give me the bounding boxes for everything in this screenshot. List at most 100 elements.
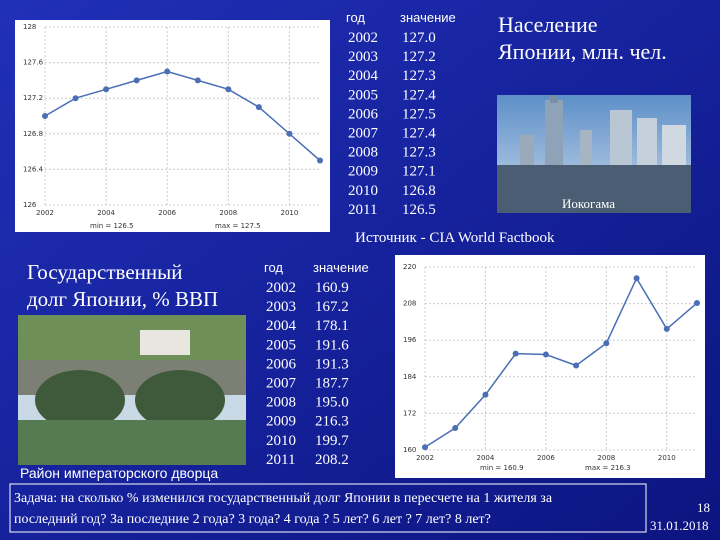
table-cell: 2011 (348, 202, 377, 218)
x-tick-label: 2004 (97, 209, 115, 217)
table-header: год (346, 10, 365, 25)
table-cell: 2003 (266, 299, 296, 315)
y-tick-label: 127.2 (23, 94, 43, 102)
y-tick-label: 208 (403, 300, 416, 308)
y-tick-label: 126.4 (23, 165, 44, 173)
point (603, 340, 610, 347)
table-cell: 126.5 (402, 202, 436, 218)
table-cell: 127.1 (402, 164, 436, 180)
line (44, 70, 321, 162)
table-cell: 187.7 (315, 376, 349, 392)
x-tick-label: 2002 (36, 209, 54, 217)
y-tick-label: 172 (403, 409, 416, 417)
y-tick-label: 160 (403, 446, 416, 454)
annotation: min = 126.5 (90, 222, 134, 230)
population-title: Население (498, 12, 598, 37)
table-cell: 2011 (266, 452, 295, 468)
table-cell: 2004 (266, 318, 297, 334)
point (72, 95, 79, 102)
date: 31.01.2018 (650, 518, 709, 533)
y-tick-label: 220 (403, 263, 416, 271)
table-cell: 191.3 (315, 356, 349, 372)
table-cell: 2003 (348, 49, 378, 65)
chart-area (15, 20, 330, 232)
point (633, 275, 640, 282)
table-cell: 2008 (348, 145, 378, 161)
point (42, 113, 48, 119)
point (694, 299, 700, 306)
table-cell: 216.3 (315, 414, 349, 430)
table-cell: 127.4 (402, 87, 436, 103)
table-cell: 2004 (348, 68, 379, 84)
bridge-photo (18, 315, 246, 465)
x-tick-label: 2008 (597, 454, 615, 462)
point (482, 391, 489, 398)
point (286, 130, 293, 137)
table-cell: 2002 (348, 30, 378, 46)
x-tick-label: 2010 (658, 454, 676, 462)
table-cell: 2006 (348, 106, 379, 122)
table-cell: 2007 (348, 126, 379, 142)
table-cell: 167.2 (315, 299, 349, 315)
point (103, 86, 110, 93)
y-tick-label: 126 (23, 201, 37, 209)
point (317, 157, 323, 164)
point (452, 425, 459, 432)
point (542, 351, 549, 358)
x-tick-label: 2010 (281, 209, 299, 217)
table-cell: 2010 (348, 183, 378, 199)
table-cell: 2009 (348, 164, 378, 180)
table-cell: 2005 (348, 87, 378, 103)
point (422, 444, 428, 451)
table-cell: 2002 (266, 280, 296, 296)
point (573, 362, 580, 369)
table-header: значение (313, 260, 369, 275)
point (255, 104, 262, 111)
annotation: min = 160.9 (480, 464, 524, 472)
table-cell: 199.7 (315, 433, 349, 449)
x-tick-label: 2006 (158, 209, 176, 217)
x-tick-label: 2008 (219, 209, 237, 217)
y-tick-label: 127.6 (23, 59, 44, 67)
photo-caption: Иокогама (562, 196, 615, 211)
table-cell: 2006 (266, 356, 297, 372)
table-cell: 127.4 (402, 126, 436, 142)
table-cell: 2009 (266, 414, 296, 430)
table-cell: 178.1 (315, 318, 349, 334)
x-tick-label: 2006 (537, 454, 555, 462)
yokohama-photo (497, 95, 691, 213)
point (225, 86, 232, 93)
table-cell: 2005 (266, 337, 296, 353)
table-cell: 127.0 (402, 30, 436, 46)
table-cell: 127.5 (402, 106, 436, 122)
task-text: последний год? За последние 2 года? 3 го… (14, 512, 491, 527)
photo-caption: Район императорского дворца (20, 465, 218, 481)
debt-title: Государственный (27, 260, 182, 284)
population-title: Японии, млн. чел. (498, 39, 667, 64)
point (133, 77, 140, 84)
table-header: год (264, 260, 283, 275)
point (512, 350, 519, 357)
annotation: max = 216.3 (585, 464, 631, 472)
y-tick-label: 196 (403, 336, 417, 344)
annotation: max = 127.5 (215, 222, 261, 230)
x-tick-label: 2002 (416, 454, 434, 462)
chart-area (395, 255, 705, 478)
y-tick-label: 128 (23, 23, 36, 31)
table-cell: 208.2 (315, 452, 349, 468)
point (663, 325, 670, 332)
table-cell: 191.6 (315, 337, 349, 353)
task-box (9, 483, 647, 533)
y-tick-label: 126.8 (23, 130, 43, 138)
y-tick-label: 184 (403, 373, 417, 381)
table-cell: 195.0 (315, 395, 349, 411)
point (194, 77, 201, 84)
page-number: 18 (697, 500, 710, 515)
point (164, 68, 171, 75)
task-text: Задача: на сколько % изменился государст… (14, 491, 553, 506)
table-cell: 2007 (266, 376, 297, 392)
table-cell: 160.9 (315, 280, 349, 296)
table-cell: 126.8 (402, 183, 436, 199)
table-cell: 127.2 (402, 49, 436, 65)
